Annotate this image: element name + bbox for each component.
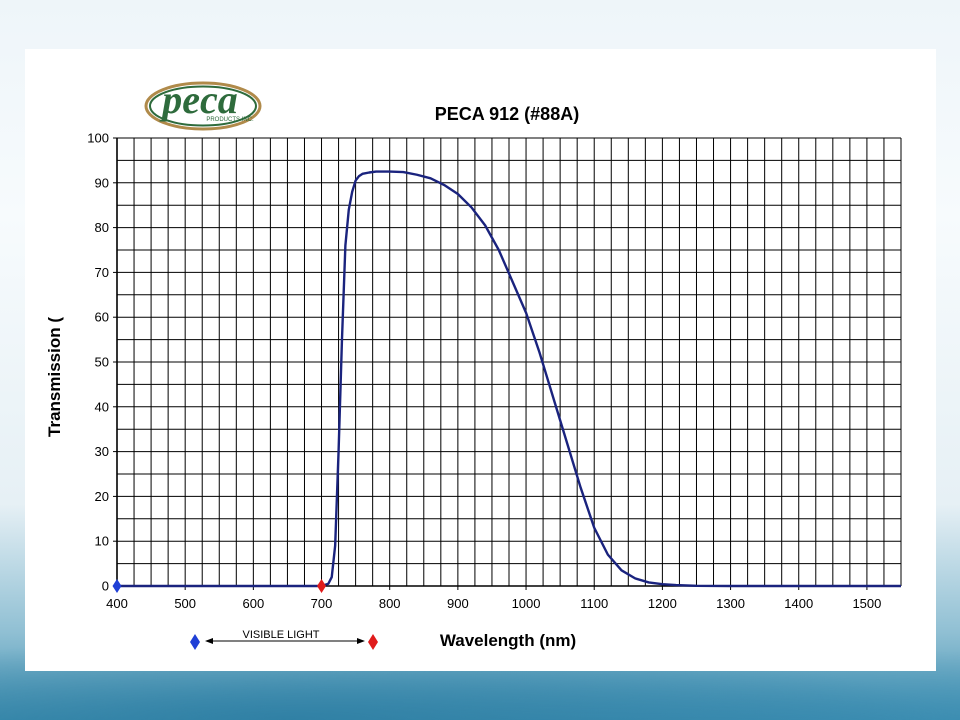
x-tick-label: 400 [106, 596, 128, 611]
chart: peca PRODUCTS INC. PECA 912 (#88A) Trans… [45, 77, 902, 650]
y-tick-label: 80 [95, 220, 109, 235]
y-tick-labels: 0 10 20 30 40 50 60 70 80 90 100 [87, 131, 109, 594]
y-tick-label: 90 [95, 175, 109, 190]
chart-title: PECA 912 (#88A) [435, 104, 579, 124]
y-tick-label: 60 [95, 310, 109, 325]
logo-subtext: PRODUCTS INC. [206, 117, 254, 123]
slide-panel: peca PRODUCTS INC. PECA 912 (#88A) Trans… [25, 49, 936, 671]
annotation-arrow-right-head [357, 638, 365, 644]
x-tick-label: 1100 [580, 596, 608, 611]
annotation-label: VISIBLE LIGHT [242, 629, 319, 641]
x-tick-label: 1200 [648, 596, 677, 611]
x-tick-label: 1300 [716, 596, 745, 611]
y-tick-label: 10 [95, 534, 109, 549]
x-tick-label: 700 [311, 596, 333, 611]
annotation-blue-diamond [190, 634, 200, 650]
x-tick-label: 1500 [852, 596, 881, 611]
visible-light-annotation: VISIBLE LIGHT [190, 629, 378, 650]
data-markers [112, 579, 327, 593]
y-tick-label: 40 [95, 399, 109, 414]
grid [113, 137, 902, 590]
peca-logo: peca PRODUCTS INC. [144, 77, 262, 131]
x-tick-label: 1400 [784, 596, 813, 611]
y-tick-label: 0 [102, 579, 109, 594]
y-tick-label: 70 [95, 265, 109, 280]
x-tick-label: 500 [174, 596, 196, 611]
y-tick-label: 50 [95, 355, 109, 370]
y-tick-label: 30 [95, 444, 109, 459]
x-tick-label: 800 [379, 596, 401, 611]
y-tick-label: 100 [87, 131, 109, 146]
annotation-red-diamond [368, 634, 378, 650]
blue-diamond-marker [112, 579, 122, 593]
series-line [117, 170, 901, 588]
x-axis-label: Wavelength (nm) [440, 631, 576, 650]
x-tick-label: 600 [242, 596, 264, 611]
annotation-arrow-left-head [205, 638, 213, 644]
x-tick-label: 900 [447, 596, 469, 611]
y-axis-label: Transmission ( [45, 317, 64, 437]
y-tick-label: 20 [95, 489, 109, 504]
x-tick-label: 1000 [512, 596, 541, 611]
red-diamond-marker [317, 579, 327, 593]
logo-word: peca [159, 77, 238, 122]
x-tick-labels: 400 500 600 700 800 900 1000 1100 1200 1300 1400 15… [106, 596, 881, 611]
